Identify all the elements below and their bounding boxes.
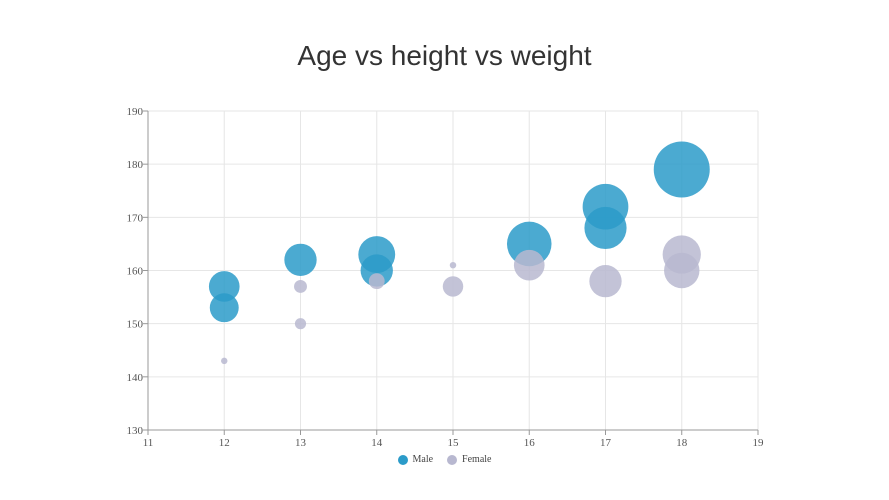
bubble-female[interactable]	[513, 249, 545, 281]
legend-item-female[interactable]: Female	[447, 454, 491, 465]
bubble-male[interactable]	[284, 243, 317, 277]
y-tick-label: 160	[127, 266, 144, 278]
bubble-female[interactable]	[589, 264, 622, 298]
y-tick-label: 170	[127, 212, 144, 224]
bubble-male[interactable]	[653, 141, 710, 198]
x-tick-label: 14	[371, 437, 383, 449]
x-tick-label: 15	[448, 437, 460, 449]
x-tick-label: 11	[143, 437, 154, 449]
legend-label-female: Female	[462, 454, 492, 465]
y-tick-label: 190	[127, 106, 144, 118]
x-tick-label: 12	[219, 437, 230, 449]
bubble-female[interactable]	[368, 273, 385, 290]
x-tick-label: 17	[600, 437, 612, 449]
legend: Male Female	[0, 454, 889, 465]
legend-item-male[interactable]: Male	[397, 454, 434, 465]
bubbles	[208, 141, 710, 365]
y-tick-label: 180	[127, 159, 144, 171]
bubble-female[interactable]	[294, 318, 307, 330]
bubble-female[interactable]	[664, 252, 700, 289]
chart-title: Age vs height vs weight	[297, 40, 592, 71]
legend-swatch-female	[447, 454, 458, 465]
x-tick-label: 13	[295, 437, 307, 449]
bubble-female[interactable]	[442, 276, 464, 297]
bubble-female[interactable]	[294, 279, 307, 293]
bubble-male[interactable]	[208, 271, 240, 302]
legend-swatch-male	[397, 454, 408, 465]
bubble-male[interactable]	[360, 254, 393, 287]
y-tick-label: 140	[127, 372, 144, 384]
x-tick-label: 18	[676, 437, 688, 449]
x-tick-label: 19	[753, 437, 765, 449]
y-tick-label: 150	[127, 319, 144, 331]
x-tick-label: 16	[524, 437, 536, 449]
bubble-female[interactable]	[449, 261, 457, 269]
bubble-female[interactable]	[221, 357, 228, 365]
bubble-male[interactable]	[584, 206, 627, 250]
y-axis-ticks: 130 140 150 160 170 180 190	[127, 106, 148, 437]
legend-label-male: Male	[412, 454, 434, 465]
bubble-male[interactable]	[209, 293, 239, 323]
x-axis-ticks: 11 12 13 14 15 16 17 18 19	[143, 430, 764, 449]
y-tick-label: 130	[127, 425, 144, 437]
